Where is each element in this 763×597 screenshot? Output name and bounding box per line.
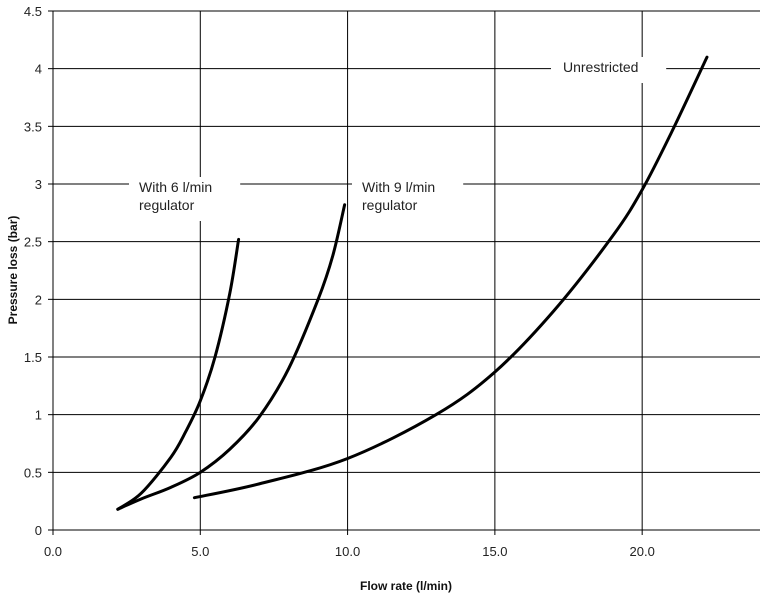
x-tick-label: 15.0 bbox=[482, 544, 507, 559]
series-lines bbox=[116, 55, 709, 511]
y-axis-title: Pressure loss (bar) bbox=[6, 216, 20, 325]
tick-marks bbox=[48, 10, 643, 535]
series-line-3 bbox=[192, 55, 709, 500]
series-line-2 bbox=[116, 203, 347, 511]
x-tick-label: 5.0 bbox=[191, 544, 209, 559]
x-tick-label: 10.0 bbox=[335, 544, 360, 559]
y-tick-label: 0 bbox=[35, 523, 42, 538]
annotation-mask bbox=[551, 57, 667, 83]
annotation-backgrounds bbox=[129, 57, 667, 221]
y-tick-label: 2.5 bbox=[24, 235, 42, 250]
y-tick-label: 0.5 bbox=[24, 465, 42, 480]
series-line-1 bbox=[116, 237, 241, 511]
gridlines bbox=[53, 10, 760, 530]
x-tick-label: 0.0 bbox=[44, 544, 62, 559]
annotation-mask bbox=[129, 177, 241, 221]
y-tick-label: 1.5 bbox=[24, 350, 42, 365]
y-tick-label: 1 bbox=[35, 408, 42, 423]
y-tick-label: 2 bbox=[35, 292, 42, 307]
annotation-mask bbox=[352, 177, 464, 221]
x-tick-labels: 0.0 5.0 10.0 15.0 20.0 bbox=[44, 544, 655, 559]
x-axis-title: Flow rate (l/min) bbox=[360, 579, 452, 593]
annotation-label: With 6 l/min regulator bbox=[139, 179, 212, 213]
y-tick-label: 3.5 bbox=[24, 119, 42, 134]
y-tick-label: 4 bbox=[35, 62, 42, 77]
plot-area bbox=[53, 11, 760, 530]
y-tick-labels: 0 0.5 1 1.5 2 2.5 3 3.5 4 4.5 bbox=[24, 4, 42, 538]
annotation-label: With 9 l/min regulator bbox=[362, 179, 435, 213]
y-tick-label: 4.5 bbox=[24, 4, 42, 19]
annotations: With 6 l/min regulator With 9 l/min regulat… bbox=[139, 59, 638, 213]
y-tick-label: 3 bbox=[35, 177, 42, 192]
annotation-label: Unrestricted bbox=[563, 59, 638, 75]
x-tick-label: 20.0 bbox=[630, 544, 655, 559]
